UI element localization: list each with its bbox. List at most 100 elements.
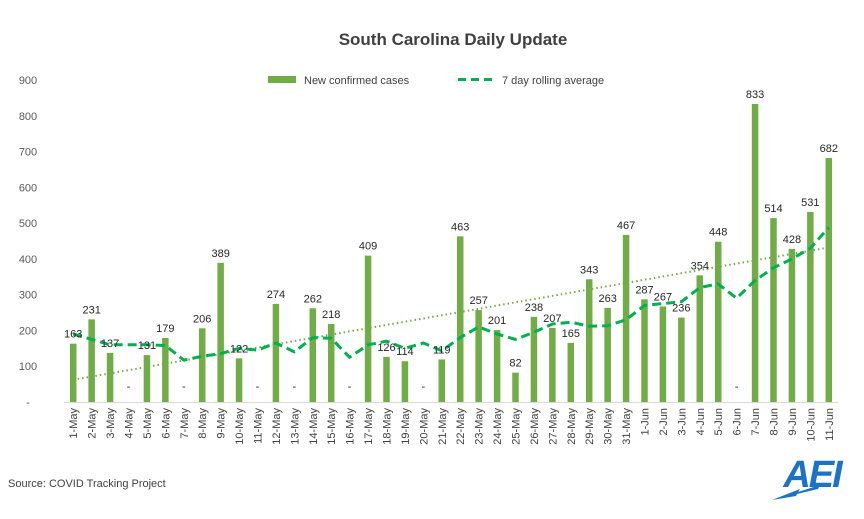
x-tick-label: 16-May — [345, 408, 357, 445]
x-tick-label: 20-May — [418, 408, 430, 445]
bar-data-label: - — [293, 381, 297, 393]
x-tick-label: 3-May — [105, 408, 117, 439]
bar-data-label: 131 — [138, 340, 156, 352]
x-tick-label: 19-May — [400, 408, 412, 445]
bar — [327, 324, 335, 402]
x-tick-label: 24-May — [492, 408, 504, 445]
x-tick-label: 23-May — [474, 408, 486, 445]
bar — [585, 279, 593, 402]
bar-data-label: 463 — [451, 221, 469, 233]
y-axis: - 100 200 300 400 500 600 700 800 900 — [19, 75, 37, 409]
y-tick-label: 700 — [19, 147, 37, 159]
bar-data-label: 82 — [509, 358, 521, 370]
legend-bar-label: New confirmed cases — [304, 75, 410, 87]
bar-series — [69, 103, 833, 403]
legend: New confirmed cases 7 day rolling averag… — [268, 75, 604, 87]
chart-title: South Carolina Daily Update — [339, 30, 568, 49]
bar-data-label: 287 — [635, 284, 653, 296]
x-tick-label: 18-May — [382, 408, 394, 445]
bar-data-label: 207 — [543, 313, 561, 325]
x-tick-label: 7-Jun — [750, 408, 762, 436]
bar-data-label: - — [127, 381, 131, 393]
bar-data-label: 262 — [304, 293, 322, 305]
x-tick-label: 4-Jun — [695, 408, 707, 436]
bar — [512, 372, 519, 402]
y-tick-label: 300 — [19, 290, 37, 302]
bar — [696, 275, 704, 402]
x-tick-label: 29-May — [584, 408, 596, 445]
bar — [69, 343, 77, 402]
trendline-path — [73, 246, 829, 381]
bar-data-label: 231 — [82, 304, 100, 316]
bar-data-label: 165 — [562, 328, 580, 340]
bar-data-label: - — [182, 381, 186, 393]
bar — [549, 327, 556, 402]
legend-bar-swatch — [268, 76, 296, 83]
x-tick-label: 28-May — [566, 408, 578, 445]
bar — [622, 234, 630, 402]
x-tick-label: 13-May — [289, 408, 301, 445]
bar-data-label: 126 — [377, 342, 395, 354]
bar-data-label: 274 — [267, 289, 285, 301]
bar-data-label: 514 — [764, 203, 782, 215]
bar — [659, 306, 667, 402]
aei-logo: AEI — [772, 454, 846, 500]
x-tick-label: 21-May — [437, 408, 449, 445]
x-tick-label: 5-Jun — [713, 408, 725, 436]
x-tick-label: 27-May — [547, 408, 559, 445]
bar-data-label: 389 — [211, 248, 229, 260]
bar-data-label: - — [422, 381, 426, 393]
bar-data-label: 218 — [322, 309, 340, 321]
bar — [364, 255, 372, 402]
bar-data-label: 467 — [617, 220, 635, 232]
bar-data-label: 354 — [691, 260, 709, 272]
bar-data-label: 263 — [598, 293, 616, 305]
bar — [272, 303, 280, 402]
x-tick-label: 9-Jun — [787, 408, 799, 436]
rolling-average-series — [72, 226, 830, 362]
bar — [162, 337, 169, 402]
y-tick-label: 400 — [19, 254, 37, 266]
bar-data-label: - — [735, 381, 739, 393]
x-tick-label: 3-Jun — [676, 408, 688, 436]
x-tick-label: 11-May — [253, 408, 265, 444]
x-tick-labels: 1-May 2-May 3-May 4-May 5-May 6-May 7-May 8-May… — [68, 408, 836, 445]
bar — [714, 241, 722, 402]
source-note: Source: COVID Tracking Project — [8, 478, 166, 490]
bar — [198, 328, 206, 402]
bar-data-label: - — [348, 381, 352, 393]
bar — [143, 355, 151, 402]
y-tick-label: 800 — [19, 111, 37, 123]
bar — [217, 262, 224, 402]
bar — [235, 358, 243, 402]
bar — [567, 342, 575, 402]
bar-data-label: 409 — [359, 241, 377, 253]
bar — [530, 316, 538, 402]
legend-line-label: 7 day rolling average — [502, 75, 604, 87]
bar-data-label: 267 — [654, 291, 672, 303]
x-tick-label: 11-Jun — [824, 408, 836, 441]
bar-data-label: 236 — [672, 303, 690, 315]
bar — [383, 356, 390, 402]
bar-data-label: 179 — [156, 323, 174, 335]
x-tick-label: 1-May — [68, 408, 80, 439]
bar-data-label: 531 — [801, 197, 819, 209]
bar — [788, 248, 796, 402]
bar — [475, 310, 482, 402]
x-tick-label: 15-May — [326, 408, 338, 445]
y-tick-label: - — [26, 397, 30, 409]
bar-data-label: 206 — [193, 313, 211, 325]
bar-data-label: 163 — [64, 329, 82, 341]
y-tick-label: 100 — [19, 361, 37, 373]
x-tick-label: 22-May — [455, 408, 467, 445]
bar — [770, 218, 777, 402]
x-tick-label: 14-May — [308, 408, 320, 445]
x-tick-label: 31-May — [621, 408, 633, 445]
bar-data-label: 238 — [525, 302, 543, 314]
bar-data-label: 257 — [469, 295, 487, 307]
x-tick-label: 10-May — [234, 408, 246, 445]
y-tick-label: 500 — [19, 218, 37, 230]
bar-data-label: 137 — [101, 338, 119, 350]
